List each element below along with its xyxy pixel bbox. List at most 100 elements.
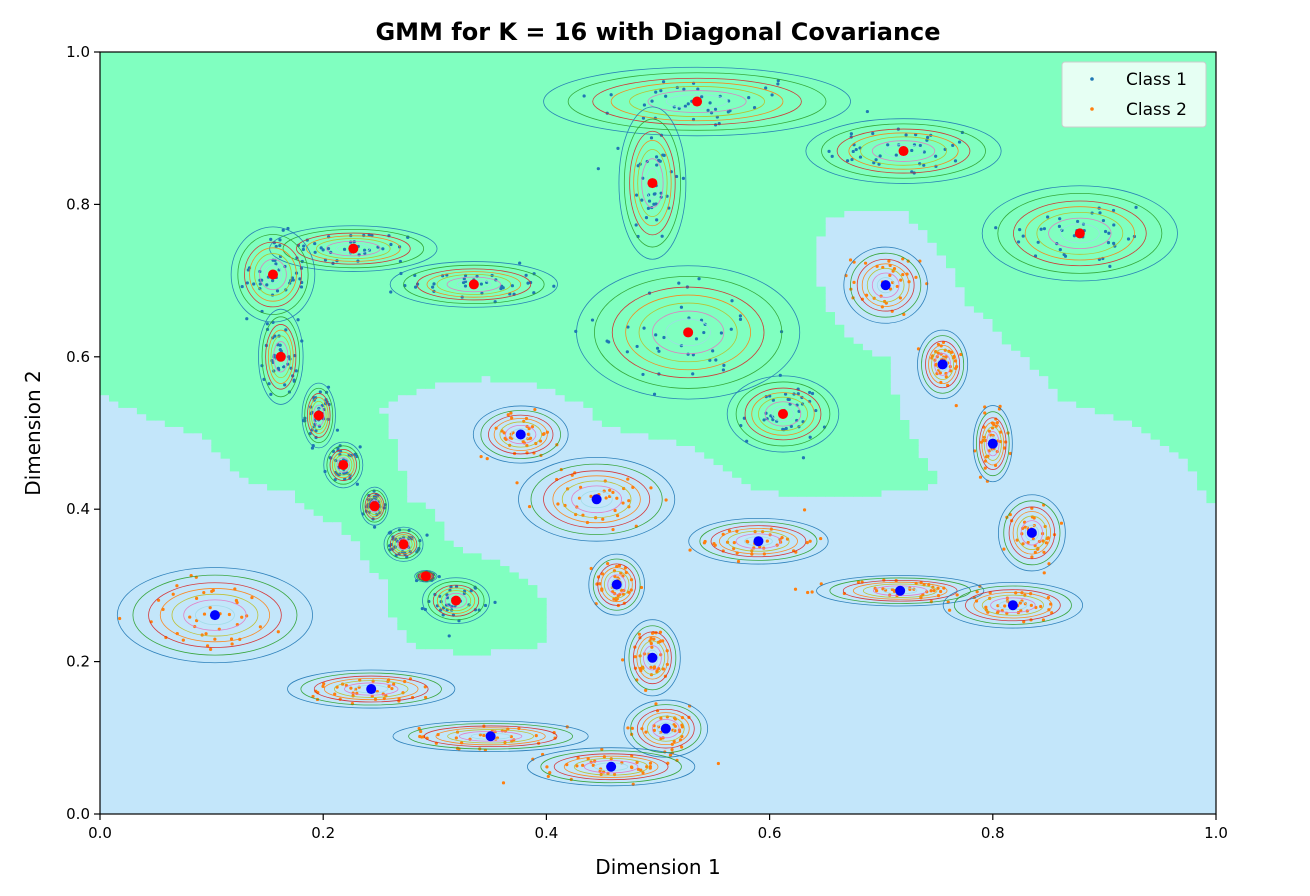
class1-region-cell bbox=[248, 470, 259, 478]
class1-region-cell bbox=[713, 172, 724, 180]
class1-region-cell bbox=[536, 305, 547, 313]
class1-region-cell bbox=[304, 470, 315, 478]
class1-region-cell bbox=[109, 388, 119, 396]
class1-region-cell bbox=[722, 153, 733, 161]
class1-region-cell bbox=[295, 108, 305, 116]
class1-region-cell bbox=[434, 566, 445, 573]
class1-region-cell bbox=[574, 362, 584, 370]
class1-region-cell bbox=[574, 337, 584, 345]
class1-region-cell bbox=[704, 235, 715, 243]
class1-region-cell bbox=[378, 553, 389, 561]
class1-region-cell bbox=[564, 191, 575, 199]
class1-region-cell bbox=[100, 204, 110, 212]
class1-region-cell bbox=[453, 629, 463, 637]
class1-region-cell bbox=[629, 324, 640, 332]
class1-region-cell bbox=[415, 242, 426, 250]
class1-region-cell bbox=[378, 324, 389, 332]
class1-region-cell bbox=[378, 178, 389, 186]
class1-region-cell bbox=[388, 356, 398, 364]
class1-region-cell bbox=[508, 159, 519, 167]
class1-region-cell bbox=[183, 400, 194, 408]
class1-region-cell bbox=[136, 115, 147, 123]
class1-region-cell bbox=[443, 623, 454, 631]
class1-region-cell bbox=[360, 496, 370, 504]
class1-region-cell bbox=[434, 527, 445, 535]
class1-region-cell bbox=[406, 604, 417, 612]
class1-region-cell bbox=[425, 591, 436, 599]
class1-region-cell bbox=[397, 115, 408, 123]
class1-region-cell bbox=[574, 127, 584, 135]
class1-region-cell bbox=[546, 312, 556, 319]
class1-region-cell bbox=[546, 134, 556, 142]
class1-region-cell bbox=[369, 127, 380, 135]
class1-region-cell bbox=[360, 400, 370, 408]
class1-region-cell bbox=[341, 432, 352, 440]
class1-region-cell bbox=[629, 286, 640, 294]
class1-region-cell bbox=[211, 146, 222, 154]
class1-region-cell bbox=[183, 375, 194, 383]
class1-region-cell bbox=[174, 394, 184, 402]
class1-region-cell bbox=[490, 115, 501, 123]
class1-region-cell bbox=[109, 267, 119, 275]
class1-region-cell bbox=[164, 172, 175, 180]
class1-region-cell bbox=[778, 267, 789, 275]
class1-region-cell bbox=[462, 70, 473, 78]
class1-region-cell bbox=[639, 146, 649, 154]
class1-region-cell bbox=[750, 426, 761, 434]
class1-region-cell bbox=[146, 318, 157, 326]
class1-region-cell bbox=[202, 121, 212, 129]
class1-region-cell bbox=[527, 146, 538, 154]
class1-region-cell bbox=[443, 597, 454, 605]
class1-region-cell bbox=[667, 77, 677, 85]
class1-region-cell bbox=[341, 96, 352, 104]
class1-region-cell bbox=[713, 343, 724, 351]
chart-title: GMM for K = 16 with Diagonal Covariance bbox=[375, 18, 940, 46]
class1-region-cell bbox=[611, 64, 622, 72]
class1-region-cell bbox=[564, 299, 575, 307]
class1-region-cell bbox=[220, 312, 231, 319]
class1-region-cell bbox=[611, 127, 622, 135]
class1-region-cell bbox=[360, 553, 370, 561]
class1-region-cell bbox=[313, 318, 324, 326]
class1-region-cell bbox=[239, 324, 250, 332]
class1-region-cell bbox=[341, 223, 352, 231]
class1-region-cell bbox=[657, 400, 668, 408]
class1-region-cell bbox=[536, 204, 547, 212]
class1-region-cell bbox=[676, 381, 687, 389]
class1-region-cell bbox=[174, 400, 184, 408]
class1-region-cell bbox=[257, 178, 268, 186]
class1-region-cell bbox=[313, 70, 324, 78]
class1-region-cell bbox=[229, 375, 240, 383]
class1-region-cell bbox=[415, 521, 426, 529]
class1-region-cell bbox=[704, 58, 715, 65]
class1-region-cell bbox=[332, 331, 343, 339]
class1-region-cell bbox=[453, 223, 463, 231]
class1-region-cell bbox=[378, 362, 389, 370]
class1-region-cell bbox=[248, 394, 259, 402]
class1-region-cell bbox=[620, 191, 631, 199]
class1-region-cell bbox=[508, 254, 519, 262]
class1-region-cell bbox=[676, 432, 687, 440]
class1-region-cell bbox=[797, 70, 808, 78]
class1-region-cell bbox=[462, 108, 473, 116]
class1-region-cell bbox=[471, 324, 482, 332]
class1-region-cell bbox=[183, 318, 194, 326]
class1-region-cell bbox=[778, 121, 789, 129]
class1-region-cell bbox=[536, 153, 547, 161]
class1-region-cell bbox=[360, 210, 370, 218]
class1-region-cell bbox=[313, 261, 324, 269]
class1-region-cell bbox=[155, 121, 166, 129]
class1-region-cell bbox=[425, 223, 436, 231]
class1-region-cell bbox=[704, 159, 715, 167]
class1-region-cell bbox=[760, 413, 770, 421]
class1-region-cell bbox=[406, 153, 417, 161]
class1-region-cell bbox=[202, 115, 212, 123]
class1-region-cell bbox=[100, 242, 110, 250]
class1-region-cell bbox=[192, 134, 203, 142]
class1-region-cell bbox=[415, 115, 426, 123]
class1-region-cell bbox=[453, 261, 463, 269]
class1-region-cell bbox=[434, 248, 445, 256]
class1-region-cell bbox=[564, 362, 575, 370]
class1-region-cell bbox=[267, 96, 277, 104]
class1-region-cell bbox=[434, 623, 445, 631]
